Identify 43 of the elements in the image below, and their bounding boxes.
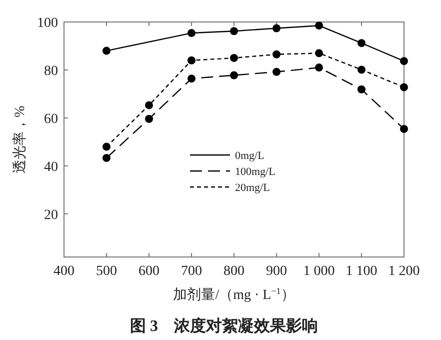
- x-tick-label: 800: [224, 264, 244, 279]
- point: [102, 46, 110, 55]
- x-tick-label: 400: [54, 264, 74, 279]
- x-tick-label: 1 000: [303, 264, 335, 279]
- point: [145, 101, 153, 110]
- legend-label: 0mg/L: [235, 150, 265, 162]
- point: [188, 29, 196, 38]
- point: [272, 50, 280, 58]
- legend-label: 20mg/L: [235, 182, 270, 194]
- point: [272, 68, 280, 76]
- y-tick-label: 60: [44, 112, 58, 127]
- legend-label: 100mg/L: [235, 166, 276, 178]
- y-tick-label: 40: [44, 160, 58, 175]
- point: [400, 83, 408, 92]
- x-tick-label: 700: [181, 264, 202, 279]
- point: [102, 142, 110, 151]
- y-tick-label: 100: [37, 16, 58, 31]
- x-tick-label: 900: [266, 264, 287, 279]
- point: [400, 57, 408, 66]
- point: [188, 56, 196, 64]
- point: [188, 74, 196, 83]
- y-tick-label: 20: [44, 208, 58, 223]
- x-axis-title: 加剂量/（mg · L$^{−1}$）: [173, 286, 295, 303]
- point: [230, 71, 238, 80]
- point: [230, 54, 238, 62]
- x-tick-label: 1 200: [388, 264, 420, 279]
- point: [358, 66, 366, 74]
- point: [272, 24, 280, 32]
- y-tick-label: 80: [44, 64, 58, 79]
- point: [358, 85, 366, 94]
- x-tick-label: 500: [96, 264, 117, 279]
- point: [102, 154, 110, 162]
- point: [358, 39, 366, 48]
- point: [315, 22, 323, 30]
- point: [400, 124, 408, 133]
- point: [315, 64, 323, 72]
- point: [145, 114, 153, 123]
- point: [315, 49, 323, 58]
- text: 图 3 浓度对絮凝效果影响: [130, 316, 318, 335]
- y-axis-title: 透光率，%: [12, 105, 28, 174]
- x-tick-label: 1 100: [346, 264, 378, 279]
- x-tick-label: 600: [138, 264, 160, 279]
- point: [230, 27, 238, 36]
